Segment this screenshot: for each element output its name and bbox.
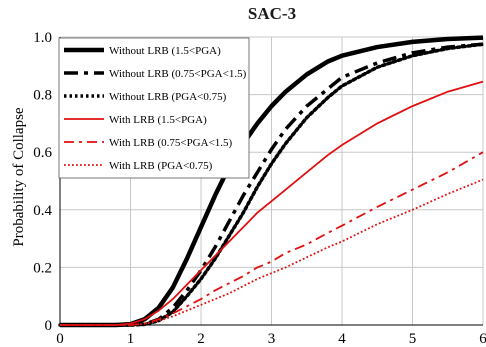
legend-box: [58, 37, 250, 179]
x-tick-label: 4: [338, 331, 346, 347]
chart-title: SAC-3: [248, 4, 296, 23]
series-line-6: [60, 178, 484, 326]
y-axis-label: Probability of Collapse: [11, 107, 27, 246]
y-tick-label: 0.8: [33, 88, 52, 104]
legend-label-5: With LRB (0.75<PGA<1.5): [109, 137, 233, 149]
legend-label-3: Without LRB (PGA<0.75): [109, 91, 227, 103]
legend-label-6: With LRB (PGA<0.75): [109, 160, 213, 172]
legend-label-1: Without LRB (1.5<PGA): [109, 45, 221, 57]
legend-label-2: Without LRB (0.75<PGA<1.5): [109, 68, 247, 80]
x-tick-label: 5: [409, 331, 417, 347]
y-tick-label: 0.6: [33, 145, 52, 161]
y-tick-label: 0.2: [33, 260, 52, 276]
tick-labels: 0 1 2 3 4 5 6 0 0.2 0.4 0.6 0.8 1.0: [33, 30, 486, 347]
legend-label-4: With LRB (1.5<PGA): [109, 114, 207, 126]
series-line-4: [60, 80, 484, 326]
y-tick-label: 0: [45, 318, 53, 334]
series-line-2: [60, 42, 484, 327]
y-tick-label: 1.0: [33, 30, 52, 46]
x-tick-label: 2: [197, 331, 205, 347]
x-tick-label: 1: [127, 331, 135, 347]
legend: Without LRB (1.5<PGA) Without LRB (0.75<P…: [58, 37, 250, 179]
x-tick-label: 3: [268, 331, 276, 347]
x-tick-label: 0: [56, 331, 64, 347]
x-tick-label: 6: [479, 331, 486, 347]
series-line-5: [60, 151, 484, 326]
y-tick-label: 0.4: [33, 203, 52, 219]
